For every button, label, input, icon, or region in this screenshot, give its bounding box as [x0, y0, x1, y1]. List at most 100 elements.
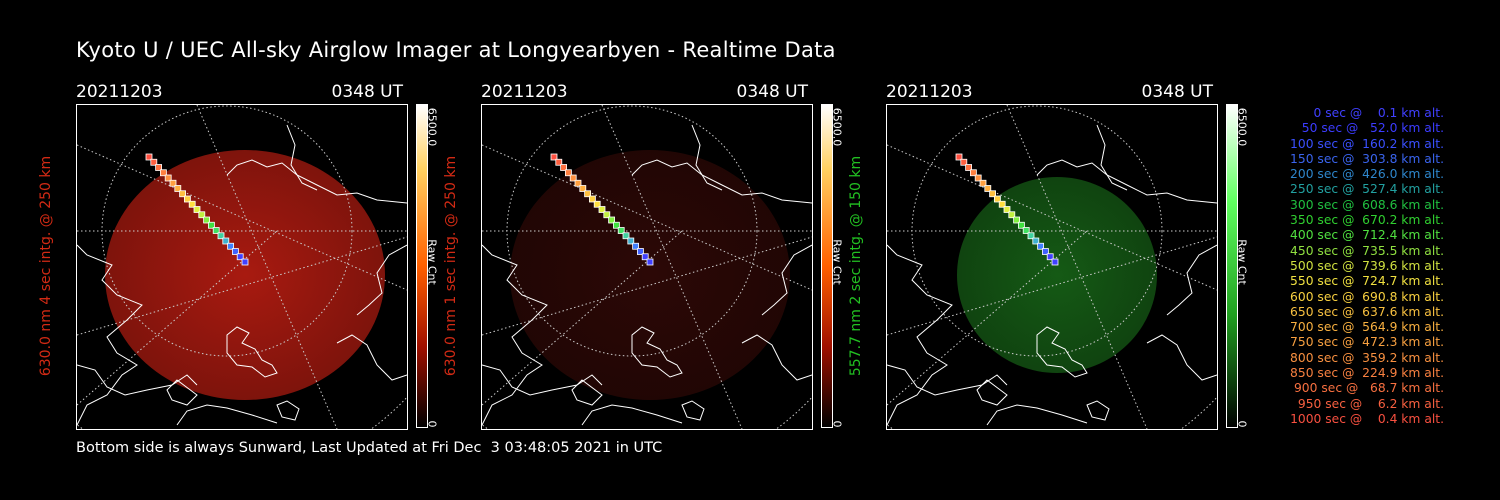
grid-line — [911, 105, 1163, 357]
track-marker — [174, 185, 182, 192]
coastline — [166, 379, 198, 406]
airglow-region — [957, 177, 1157, 373]
track-marker — [994, 195, 1001, 203]
colorbar — [821, 104, 833, 428]
colorbar — [1226, 104, 1238, 428]
colorbar-max: 6500.0 — [830, 107, 844, 147]
footer-note: Bottom side is always Sunward, Last Upda… — [76, 440, 663, 456]
coastline — [571, 379, 603, 406]
coastline — [976, 379, 1008, 406]
track-marker — [227, 242, 235, 250]
panel-time: 0348 UT — [736, 82, 809, 102]
grid-line — [887, 236, 1217, 336]
track-marker — [1027, 232, 1035, 240]
coastline — [226, 326, 278, 378]
track-marker — [617, 227, 625, 234]
legend-entry: 1000 sec @ 0.4 km alt. — [1290, 411, 1444, 426]
panel-ylabel: 557.7 nm 2 sec intg. @ 150 km — [848, 155, 864, 377]
panel-ylabel: 630.0 nm 1 sec intg. @ 250 km — [443, 155, 459, 377]
track-marker — [636, 248, 644, 255]
coastline — [581, 404, 683, 426]
track-marker — [188, 200, 196, 208]
legend-entry: 50 sec @ 52.0 km alt. — [1293, 121, 1444, 136]
legend-entry: 300 sec @ 608.6 km alt. — [1286, 197, 1444, 212]
track-marker — [632, 242, 640, 250]
track-marker — [970, 169, 977, 177]
coastline — [176, 404, 278, 426]
colorbar — [416, 104, 428, 428]
coastline — [1166, 244, 1217, 316]
track-marker — [1013, 216, 1020, 224]
track-marker — [1022, 227, 1030, 234]
legend-entry: 0 sec @ 0.1 km alt. — [1301, 106, 1444, 120]
grid-line — [77, 144, 407, 291]
legend-entry: 150 sec @ 303.8 km alt. — [1286, 151, 1444, 166]
coastline — [482, 244, 548, 426]
track-marker — [160, 169, 167, 177]
track-marker — [236, 253, 244, 261]
track-marker — [231, 248, 239, 255]
legend-entry: 250 sec @ 527.4 km alt. — [1286, 182, 1444, 197]
track-marker — [1037, 242, 1045, 250]
colorbar-label: Raw Cnt — [425, 239, 439, 285]
track-marker — [184, 195, 191, 203]
legend-entry: 350 sec @ 670.2 km alt. — [1286, 213, 1444, 228]
track-marker — [989, 190, 996, 198]
track-marker — [998, 200, 1006, 208]
legend-entry: 500 sec @ 739.6 km alt. — [1286, 258, 1444, 273]
coastline — [77, 364, 198, 396]
track-marker — [593, 200, 601, 208]
track-marker — [241, 258, 249, 266]
track-marker — [589, 195, 596, 203]
track-marker — [560, 164, 567, 171]
track-marker — [198, 211, 206, 219]
track-marker — [555, 158, 563, 166]
track-marker — [955, 153, 963, 161]
trajectory-legend: 0 sec @ 0.1 km alt. 50 sec @ 52.0 km alt… — [1262, 106, 1444, 427]
track-marker — [217, 232, 225, 240]
track-marker — [974, 174, 982, 182]
track-marker — [979, 179, 987, 187]
legend-entry: 750 sec @ 472.3 km alt. — [1286, 335, 1444, 350]
legend-entry: 450 sec @ 735.5 km alt. — [1286, 243, 1444, 258]
track-marker — [207, 221, 215, 229]
allsky-image — [886, 104, 1218, 430]
grid-line — [601, 105, 743, 429]
legend-entry: 400 sec @ 712.4 km alt. — [1286, 228, 1444, 243]
track-marker — [641, 253, 649, 261]
track-marker — [579, 185, 587, 192]
panel-date: 20211203 — [76, 82, 163, 102]
page-title: Kyoto U / UEC All-sky Airglow Imager at … — [76, 38, 836, 62]
track-marker — [965, 164, 972, 171]
legend-entry: 550 sec @ 724.7 km alt. — [1286, 274, 1444, 289]
colorbar-min: 0 — [1235, 420, 1249, 428]
coastline — [681, 400, 705, 421]
track-marker — [1008, 211, 1016, 219]
coastline — [887, 364, 1008, 396]
track-marker — [960, 158, 968, 166]
grid-line — [1006, 105, 1148, 429]
track-marker — [612, 221, 620, 229]
coastline — [986, 404, 1088, 426]
airglow-region — [510, 150, 790, 400]
track-marker — [1003, 206, 1011, 213]
track-marker — [574, 179, 582, 187]
track-marker — [145, 153, 153, 161]
image-panel: 20211203 0348 UT 630.0 nm 4 sec intg. @ 25… — [38, 82, 439, 432]
track-marker — [155, 164, 162, 171]
coastline — [336, 334, 407, 381]
grid-line — [196, 105, 338, 429]
image-panel: 20211203 0348 UT 630.0 nm 1 sec intg. @ 25… — [443, 82, 844, 432]
coastline — [276, 400, 300, 421]
panel-ylabel: 630.0 nm 4 sec intg. @ 250 km — [38, 155, 54, 377]
colorbar-label: Raw Cnt — [830, 239, 844, 285]
track-marker — [212, 227, 220, 234]
track-marker — [1041, 248, 1049, 255]
allsky-map-svg — [887, 105, 1217, 429]
coastline — [887, 244, 953, 426]
grid-line — [482, 236, 812, 336]
track-marker — [222, 237, 230, 245]
colorbar-max: 6500.0 — [425, 107, 439, 147]
track-marker — [193, 206, 201, 213]
track-marker — [164, 174, 172, 182]
